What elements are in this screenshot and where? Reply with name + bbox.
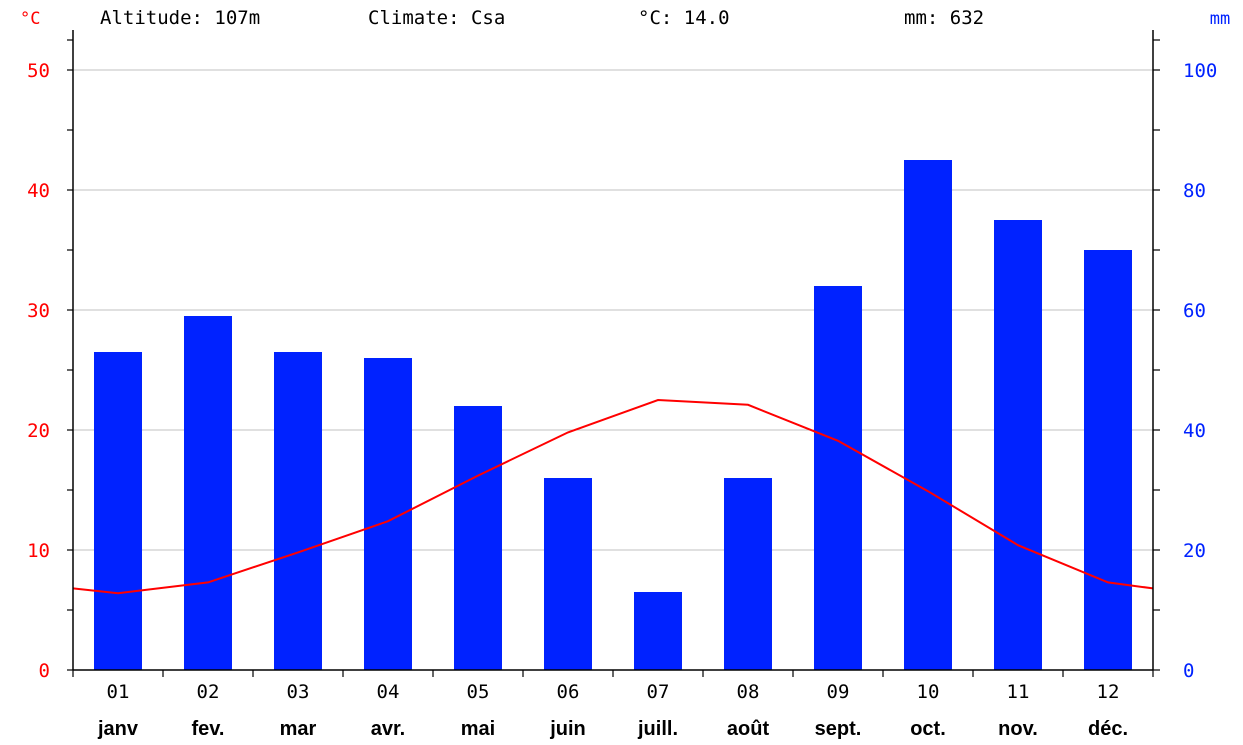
x-tick-label: 05	[467, 681, 490, 703]
month-name-label: sept.	[815, 718, 862, 740]
x-tick-label: 09	[827, 681, 850, 703]
month-name-label: mai	[461, 718, 495, 740]
precipitation-bar	[364, 358, 412, 670]
month-name-label: août	[727, 718, 770, 740]
total-precipitation-label: mm: 632	[904, 7, 984, 29]
x-tick-label: 12	[1097, 681, 1120, 703]
precipitation-bar	[994, 220, 1042, 670]
x-tick-label: 06	[557, 681, 580, 703]
precipitation-bar	[184, 316, 232, 670]
x-tick-label: 10	[917, 681, 940, 703]
precipitation-bar	[1084, 250, 1132, 670]
right-tick-label: 80	[1183, 180, 1206, 202]
precipitation-bar	[544, 478, 592, 670]
precipitation-bar	[454, 406, 502, 670]
altitude-label: Altitude: 107m	[100, 7, 260, 29]
x-tick-label: 07	[647, 681, 670, 703]
precipitation-bars	[94, 160, 1132, 670]
left-tick-label: 10	[27, 540, 50, 562]
precipitation-bar	[274, 352, 322, 670]
precipitation-bar	[724, 478, 772, 670]
axis-labels: 0 10 20 30 40 50 0 20 40 60 80 100 01 02 03 04 05 06 07 08 0…	[27, 60, 1217, 740]
x-tick-label: 08	[737, 681, 760, 703]
climate-label: Climate: Csa	[368, 7, 505, 29]
right-tick-label: 100	[1183, 60, 1217, 82]
month-name-label: nov.	[998, 718, 1038, 740]
x-tick-label: 03	[287, 681, 310, 703]
precipitation-bar	[94, 352, 142, 670]
month-name-label: avr.	[371, 718, 405, 740]
temperature-line-layer	[72, 398, 1154, 595]
right-unit-label: mm	[1210, 9, 1230, 29]
month-name-label: juin	[549, 718, 586, 740]
precipitation-bar	[634, 592, 682, 670]
month-name-label: oct.	[910, 718, 946, 740]
left-tick-label: 30	[27, 300, 50, 322]
left-unit-label: °C	[20, 9, 40, 29]
month-name-label: déc.	[1088, 718, 1128, 740]
left-tick-label: 50	[27, 60, 50, 82]
temperature-line	[72, 398, 1154, 595]
right-tick-label: 60	[1183, 300, 1206, 322]
x-tick-label: 11	[1007, 681, 1030, 703]
x-tick-label: 04	[377, 681, 400, 703]
axis-ticks	[67, 39, 1160, 677]
left-tick-label: 0	[39, 660, 50, 682]
right-tick-label: 40	[1183, 420, 1206, 442]
x-tick-label: 01	[107, 681, 130, 703]
month-name-label: juill.	[637, 718, 678, 740]
month-name-label: janv	[97, 718, 139, 740]
left-tick-label: 20	[27, 420, 50, 442]
left-tick-label: 40	[27, 180, 50, 202]
mean-temperature-label: °C: 14.0	[638, 7, 730, 29]
right-tick-label: 20	[1183, 540, 1206, 562]
month-name-label: mar	[280, 718, 317, 740]
right-tick-label: 0	[1183, 660, 1194, 682]
grid-lines	[73, 69, 1153, 551]
month-name-label: fev.	[192, 718, 225, 740]
x-tick-label: 02	[197, 681, 220, 703]
precipitation-bar	[814, 286, 862, 670]
precipitation-bar	[904, 160, 952, 670]
